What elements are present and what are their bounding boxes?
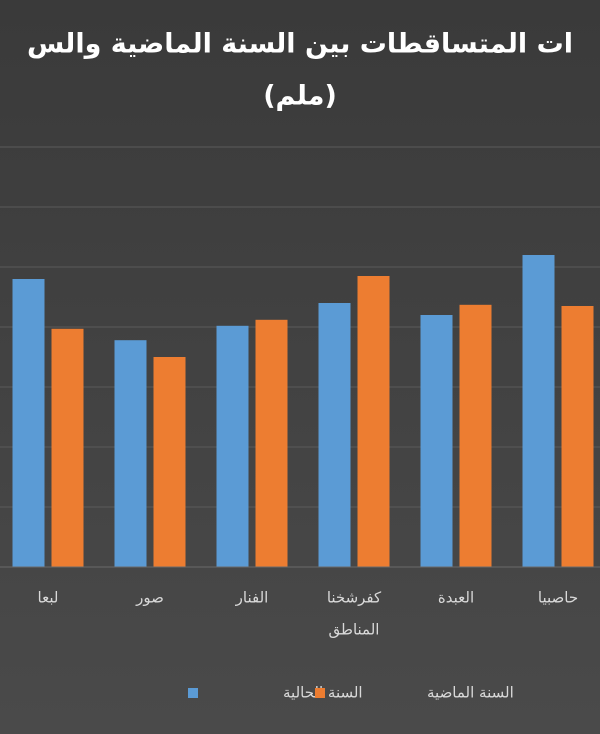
bar: [114, 340, 147, 567]
legend-swatch: [188, 688, 198, 698]
x-tick-label: حاصبيا: [538, 589, 578, 607]
chart-subtitle: (ملم): [263, 81, 337, 112]
x-tick-label: صور: [135, 589, 164, 607]
bar: [522, 255, 555, 567]
x-tick-label: كفرشخنا: [327, 589, 382, 607]
bar: [216, 325, 249, 567]
x-axis-title: المناطق: [329, 621, 380, 639]
chart-title: ات المتساقطات بين السنة الماضية والس: [27, 29, 573, 60]
x-tick-label: الفنار: [235, 589, 269, 607]
legend-swatch: [315, 688, 325, 698]
bar: [12, 279, 45, 567]
bar: [51, 328, 84, 567]
legend-label: السنة الماضية: [427, 684, 514, 702]
bar: [255, 319, 288, 567]
bar: [561, 306, 594, 567]
x-tick-label: لبعا: [38, 589, 59, 607]
bar: [318, 303, 351, 567]
x-tick-label: العبدة: [438, 589, 474, 607]
bar: [420, 315, 453, 567]
bar: [459, 304, 492, 567]
bar: [153, 357, 186, 567]
bar: [357, 276, 390, 567]
